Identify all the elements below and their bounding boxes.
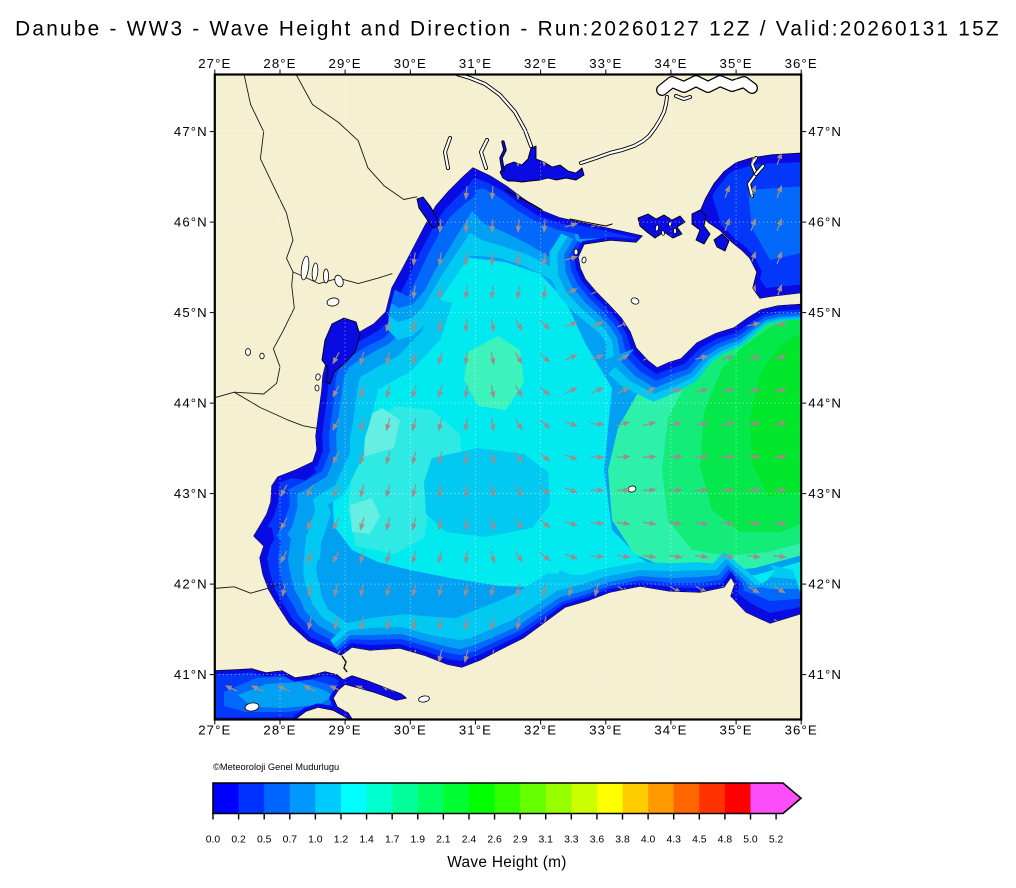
svg-text:0.2: 0.2 <box>231 835 246 846</box>
svg-text:2.6: 2.6 <box>487 835 502 846</box>
svg-text:45°N: 45°N <box>808 305 842 320</box>
svg-text:2.4: 2.4 <box>462 835 477 846</box>
svg-text:1.7: 1.7 <box>385 835 400 846</box>
svg-text:29°E: 29°E <box>329 723 362 738</box>
svg-text:4.0: 4.0 <box>641 835 656 846</box>
svg-text:0.5: 0.5 <box>257 835 272 846</box>
svg-text:36°E: 36°E <box>785 723 818 738</box>
svg-text:47°N: 47°N <box>808 124 842 139</box>
svg-text:5.0: 5.0 <box>743 835 758 846</box>
svg-text:2.1: 2.1 <box>436 835 451 846</box>
svg-text:1.0: 1.0 <box>308 835 323 846</box>
svg-text:29°E: 29°E <box>329 56 362 71</box>
svg-text:41°N: 41°N <box>174 667 208 682</box>
svg-text:46°N: 46°N <box>808 215 842 230</box>
svg-text:4.5: 4.5 <box>692 835 707 846</box>
svg-text:0.0: 0.0 <box>206 835 221 846</box>
svg-text:Wave Height (m): Wave Height (m) <box>447 854 566 871</box>
svg-text:1.4: 1.4 <box>359 835 374 846</box>
svg-text:46°N: 46°N <box>174 215 208 230</box>
svg-text:30°E: 30°E <box>394 56 427 71</box>
svg-text:28°E: 28°E <box>263 723 296 738</box>
svg-text:4.8: 4.8 <box>718 835 733 846</box>
svg-text:5.2: 5.2 <box>769 835 784 846</box>
svg-text:41°N: 41°N <box>808 667 842 682</box>
svg-text:45°N: 45°N <box>174 305 208 320</box>
svg-text:43°N: 43°N <box>174 486 208 501</box>
svg-text:31°E: 31°E <box>459 723 492 738</box>
svg-text:31°E: 31°E <box>459 56 492 71</box>
svg-text:42°N: 42°N <box>808 577 842 592</box>
svg-text:27°E: 27°E <box>198 723 231 738</box>
svg-text:©Meteoroloji Genel Mudurlugu: ©Meteoroloji Genel Mudurlugu <box>213 762 339 772</box>
svg-text:36°E: 36°E <box>785 56 818 71</box>
svg-text:35°E: 35°E <box>720 723 753 738</box>
svg-text:1.2: 1.2 <box>334 835 349 846</box>
svg-text:47°N: 47°N <box>174 124 208 139</box>
svg-text:1.9: 1.9 <box>411 835 426 846</box>
svg-text:33°E: 33°E <box>589 723 622 738</box>
svg-text:32°E: 32°E <box>524 723 557 738</box>
svg-text:0.7: 0.7 <box>283 835 298 846</box>
svg-text:Danube - WW3 - Wave Height and: Danube - WW3 - Wave Height and Direction… <box>15 18 1001 41</box>
svg-text:32°E: 32°E <box>524 56 557 71</box>
svg-text:3.8: 3.8 <box>615 835 630 846</box>
svg-text:28°E: 28°E <box>263 56 296 71</box>
svg-text:43°N: 43°N <box>808 486 842 501</box>
svg-text:3.3: 3.3 <box>564 835 579 846</box>
svg-text:2.9: 2.9 <box>513 835 528 846</box>
svg-text:4.3: 4.3 <box>666 835 681 846</box>
svg-text:42°N: 42°N <box>174 577 208 592</box>
svg-text:27°E: 27°E <box>198 56 231 71</box>
svg-text:34°E: 34°E <box>654 56 687 71</box>
svg-text:30°E: 30°E <box>394 723 427 738</box>
svg-text:3.6: 3.6 <box>590 835 605 846</box>
svg-text:35°E: 35°E <box>720 56 753 71</box>
svg-text:44°N: 44°N <box>174 396 208 411</box>
svg-text:33°E: 33°E <box>589 56 622 71</box>
svg-text:34°E: 34°E <box>654 723 687 738</box>
svg-text:3.1: 3.1 <box>539 835 554 846</box>
svg-text:44°N: 44°N <box>808 396 842 411</box>
